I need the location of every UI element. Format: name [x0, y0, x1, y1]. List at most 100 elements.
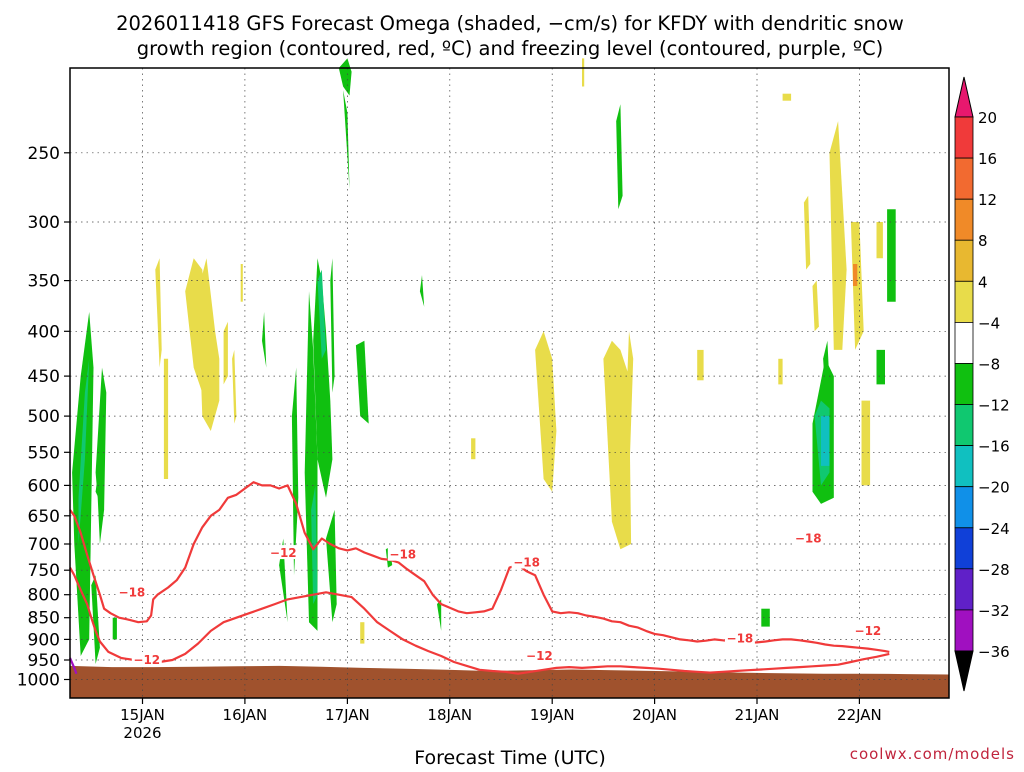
colorbar-box-8 [954, 445, 974, 488]
x-tick-label-0: 15JAN [120, 706, 165, 724]
omega-region-44 [812, 280, 819, 332]
y-tick-label-500: 500 [28, 407, 60, 427]
omega-region-38 [535, 331, 557, 492]
colorbar-label-0: 20 [978, 109, 997, 127]
colorbar-label-10: −24 [978, 520, 1010, 538]
contour-label-6: −18 [727, 632, 754, 646]
omega-region-51 [853, 264, 858, 286]
omega-region-3 [91, 575, 100, 664]
omega-region-17 [262, 311, 267, 368]
omega-region-33 [223, 321, 228, 385]
contour-label-bg-1 [131, 652, 162, 666]
x-tick-label-6: 21JAN [735, 706, 780, 724]
omega-region-50 [582, 58, 585, 87]
colorbar-label-3: 8 [978, 232, 988, 250]
omega-region-13 [330, 258, 335, 393]
contour-label-8: −12 [855, 624, 882, 638]
omega-shading [72, 58, 896, 664]
contour-label-bg-5 [524, 648, 555, 662]
plot-area: −18 −12 −12 −18 −18 −12 −18 −18 −12 [68, 58, 950, 699]
omega-region-1 [78, 358, 90, 544]
y-tick-label-1000: 1000 [17, 671, 60, 691]
x-tick-sublabel-0: 2026 [123, 724, 161, 742]
omega-region-5 [112, 617, 117, 640]
omega-region-11 [317, 269, 326, 359]
omega-region-20 [437, 599, 442, 631]
contour-label-bg-2 [268, 545, 299, 560]
contour-label-1: −12 [133, 653, 160, 667]
contour-label-5: −12 [526, 649, 553, 663]
omega-region-36 [360, 622, 365, 644]
y-tick-label-850: 850 [28, 609, 60, 629]
contour-label-3: −18 [389, 548, 416, 562]
contour-label-bg-3 [387, 546, 418, 561]
x-tick-label-2: 17JAN [325, 706, 370, 724]
omega-region-46 [850, 222, 864, 350]
omega-region-29 [155, 258, 162, 368]
credit-text: coolwx.com/models [850, 745, 1015, 763]
contour-label-0: −18 [119, 585, 146, 599]
colorbar-label-11: −28 [978, 561, 1010, 579]
omega-region-48 [876, 222, 883, 259]
colorbar-box-4 [954, 280, 974, 323]
omega-region-27 [876, 349, 885, 385]
colorbar-box-1 [954, 157, 974, 200]
colorbar-label-12: −32 [978, 602, 1010, 620]
y-tick-label-300: 300 [28, 213, 60, 233]
colorbar-label-13: −36 [978, 643, 1010, 661]
colorbar-box-5 [954, 321, 974, 364]
colorbar-label-4: 4 [978, 273, 988, 291]
colorbar-box-6 [954, 363, 974, 405]
colorbar-box-3 [954, 239, 974, 282]
omega-region-10 [311, 485, 318, 605]
y-tick-label-650: 650 [28, 507, 60, 527]
chart-title-line-1: 2026011418 GFS Forecast Omega (shaded, −… [116, 12, 904, 35]
omega-region-28 [887, 209, 896, 302]
colorbar-label-1: 16 [978, 150, 997, 168]
contour-2 [68, 657, 78, 675]
y-axis-ticks: 2503003504004505005506006507007508008509… [17, 144, 70, 691]
x-tick-label-1: 16JAN [223, 706, 268, 724]
omega-region-9 [313, 258, 333, 498]
x-tick-label-3: 18JAN [427, 706, 472, 724]
omega-region-43 [803, 195, 811, 270]
colorbar: 20 16 12 8 4 −4 −8 −12 −16 −20 −24 −28 −32 −36 [954, 76, 1010, 692]
colorbar-box-0 [954, 116, 974, 159]
colorbar-box-9 [954, 486, 974, 529]
colorbar-box-11 [954, 568, 974, 611]
contour-label-2: −12 [270, 546, 297, 560]
y-tick-label-900: 900 [28, 630, 60, 650]
colorbar-box-7 [954, 404, 974, 446]
omega-region-40 [624, 331, 634, 486]
y-tick-label-350: 350 [28, 272, 60, 292]
y-tick-label-600: 600 [28, 476, 60, 496]
omega-region-39 [603, 340, 632, 550]
contour-label-bg-4 [511, 554, 542, 569]
colorbar-arrow-top [954, 76, 974, 118]
y-tick-label-400: 400 [28, 322, 60, 342]
omega-region-24 [823, 340, 830, 393]
contour-label-bg-8 [852, 622, 883, 637]
contour-label-bg-0 [116, 584, 147, 599]
colorbar-box-10 [954, 527, 974, 570]
colorbar-label-8: −16 [978, 438, 1010, 456]
x-tick-label-7: 22JAN [837, 706, 882, 724]
chart-title-line-2: growth region (contoured, red, ºC) and f… [137, 37, 884, 60]
omega-region-34 [232, 349, 237, 424]
y-tick-label-700: 700 [28, 535, 60, 555]
omega-region-30 [163, 358, 169, 479]
colorbar-box-2 [954, 198, 974, 241]
terrain-layer [70, 665, 949, 698]
omega-region-45 [829, 121, 847, 350]
omega-region-37 [471, 438, 476, 460]
omega-region-22 [761, 608, 770, 627]
contour-label-4: −18 [513, 556, 540, 570]
omega-region-15 [343, 90, 350, 189]
contour-label-bg-6 [724, 630, 755, 645]
omega-region-18 [419, 275, 425, 307]
colorbar-label-9: −20 [978, 479, 1010, 497]
x-tick-label-4: 19JAN [530, 706, 575, 724]
omega-region-49 [782, 93, 792, 101]
